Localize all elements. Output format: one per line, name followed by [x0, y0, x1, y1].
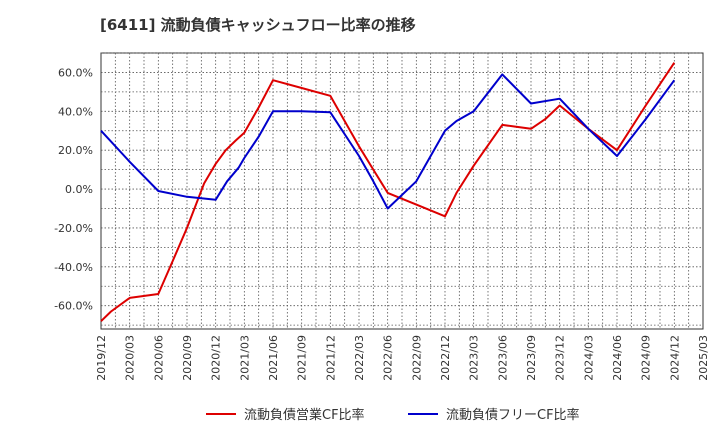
y-tick-label: 40.0%	[58, 105, 93, 118]
x-tick-label: 2020/12	[210, 335, 223, 381]
gridlines	[101, 52, 703, 329]
series-lines	[100, 62, 676, 322]
x-tick-label: 2023/03	[468, 335, 481, 381]
x-tick-label: 2019/12	[95, 335, 108, 381]
x-tick-label: 2024/09	[640, 335, 653, 381]
x-tick-label: 2021/09	[296, 335, 309, 381]
x-tick-label: 2021/12	[324, 335, 337, 381]
legend-label-1: 流動負債営業CF比率	[244, 407, 365, 423]
series-line-1	[100, 62, 676, 322]
x-tick-label: 2020/09	[181, 335, 194, 381]
chart-title: [6411] 流動負債キャッシュフロー比率の推移	[100, 16, 416, 34]
x-tick-label: 2024/12	[668, 335, 681, 381]
x-tick-label: 2022/09	[410, 335, 423, 381]
legend-label-2: 流動負債フリーCF比率	[446, 407, 580, 423]
y-axis: 60.0% 40.0% 20.0% 0.0% -20.0% -40.0% -60.0%	[54, 66, 93, 312]
y-tick-label: 0.0%	[65, 183, 93, 196]
x-tick-label: 2024/06	[611, 335, 624, 381]
y-tick-label: -60.0%	[54, 300, 93, 313]
y-tick-label: 60.0%	[58, 66, 93, 79]
x-tick-label: 2020/03	[124, 335, 137, 381]
x-tick-label: 2021/06	[267, 335, 280, 381]
x-tick-label: 2023/09	[525, 335, 538, 381]
x-tick-label: 2022/12	[439, 335, 452, 381]
y-tick-label: 20.0%	[58, 144, 93, 157]
y-tick-label: -20.0%	[54, 222, 93, 235]
x-tick-label: 2020/06	[152, 335, 165, 381]
x-tick-label: 2021/03	[238, 335, 251, 381]
x-tick-label: 2022/03	[353, 335, 366, 381]
x-tick-label: 2023/06	[496, 335, 509, 381]
y-tick-label: -40.0%	[54, 261, 93, 274]
x-tick-label: 2022/06	[382, 335, 395, 381]
x-tick-label: 2025/03	[697, 335, 710, 381]
legend: 流動負債営業CF比率 流動負債フリーCF比率	[206, 407, 580, 423]
x-tick-label: 2024/03	[582, 335, 595, 381]
x-axis: 2019/12 2020/03 2020/06 2020/09 2020/12 2021/…	[95, 335, 710, 381]
series-line-2	[100, 73, 676, 210]
x-tick-label: 2023/12	[554, 335, 567, 381]
